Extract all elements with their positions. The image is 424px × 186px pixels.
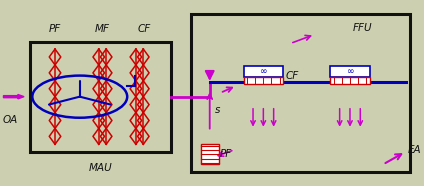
FancyArrow shape	[3, 94, 24, 99]
Bar	[191, 14, 410, 172]
Text: MF: MF	[95, 24, 110, 34]
Bar	[330, 76, 370, 84]
Text: PF: PF	[49, 24, 61, 34]
Text: $\infty$: $\infty$	[259, 67, 268, 76]
Text: OA: OA	[3, 115, 18, 125]
Bar	[330, 65, 370, 76]
Text: EA: EA	[408, 145, 421, 155]
Text: CF: CF	[137, 24, 151, 34]
Text: FFU: FFU	[352, 23, 372, 33]
Text: PF: PF	[220, 149, 232, 159]
Bar	[30, 42, 170, 152]
Text: s: s	[215, 105, 220, 115]
Bar	[244, 65, 283, 76]
Bar	[201, 144, 219, 164]
Text: MAU: MAU	[89, 163, 112, 173]
Text: $\infty$: $\infty$	[346, 67, 354, 76]
Text: CF: CF	[286, 71, 299, 81]
Bar	[244, 76, 283, 84]
